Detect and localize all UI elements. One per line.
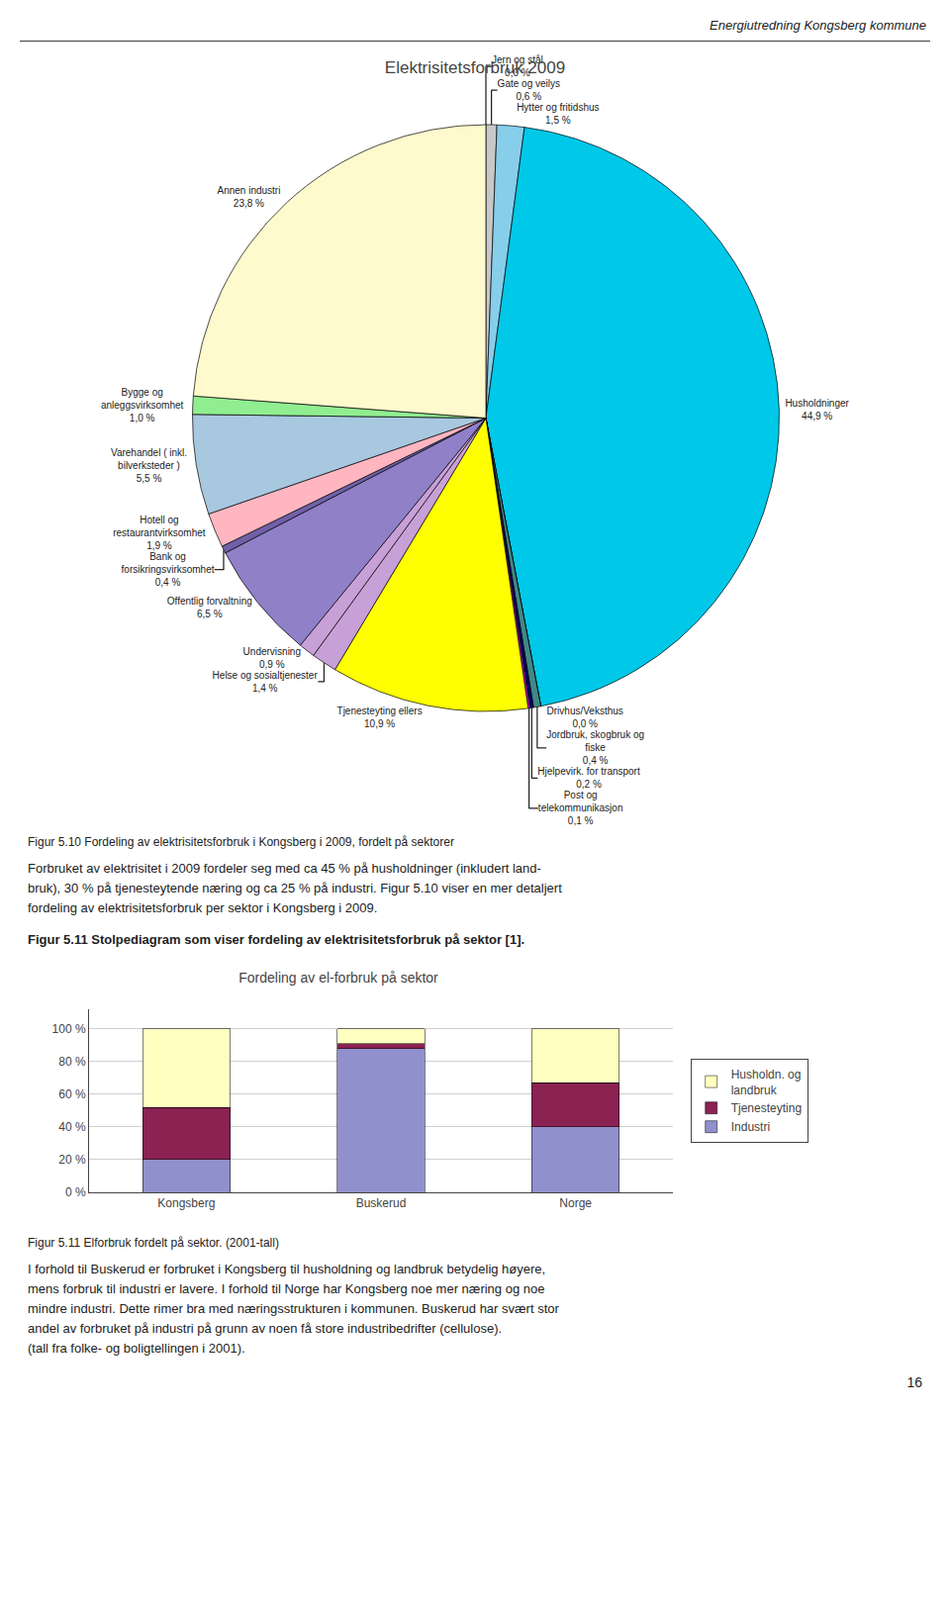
html-text:16: 16 — [906, 1374, 923, 1391]
svg-text:Jordbruk, skogbruk ogfiske0,4: Jordbruk, skogbruk ogfiske0,4 % — [546, 729, 645, 766]
html-text:Figur 5.11 Elforbruk fordelt p: Figur 5.11 Elforbruk fordelt på sektor. … — [27, 1235, 279, 1250]
svg-text:Gate og veilys0,6 %: Gate og veilys0,6 % — [497, 78, 561, 102]
svg-text:Norge: Norge — [559, 1196, 592, 1211]
svg-text:Buskerud: Buskerud — [356, 1196, 407, 1211]
svg-text:Bank ogforsikringsvirksomhet0,: Bank ogforsikringsvirksomhet0,4 % — [121, 551, 215, 588]
svg-text:Husholdninger44,9 %: Husholdninger44,9 % — [784, 397, 850, 422]
svg-text:Tjenesteyting: Tjenesteyting — [731, 1101, 802, 1116]
svg-text:Hytter og fritidshus1,5 %: Hytter og fritidshus1,5 % — [516, 101, 599, 126]
html-text:I forhold til Buskerud er forb: I forhold til Buskerud er forbruket i Ko… — [27, 1261, 559, 1356]
svg-text:80 %: 80 % — [58, 1054, 87, 1069]
svg-text:0 %: 0 % — [65, 1185, 87, 1200]
svg-text:20 %: 20 % — [58, 1152, 87, 1167]
svg-text:Bygge oganleggsvirksomhet1,0 %: Bygge oganleggsvirksomhet1,0 % — [100, 386, 185, 424]
svg-text:Varehandel ( inkl.bilverkstede: Varehandel ( inkl.bilverksteder )5,5 % — [110, 447, 188, 484]
svg-text:Offentlig forvaltning6,5 %: Offentlig forvaltning6,5 % — [167, 595, 253, 620]
svg-text:Jern og stål0,0 %: Jern og stål0,0 % — [491, 54, 544, 79]
svg-text:Tjenesteyting ellers10,9 %: Tjenesteyting ellers10,9 % — [337, 705, 423, 730]
svg-text:Undervisning0,9 %: Undervisning0,9 % — [243, 646, 301, 670]
svg-text:100 %: 100 % — [52, 1022, 87, 1037]
svg-text:Kongsberg: Kongsberg — [157, 1196, 215, 1211]
svg-text:40 %: 40 % — [58, 1120, 87, 1135]
svg-text:Industri: Industri — [731, 1120, 770, 1135]
html-text:Figur 5.11 Stolpediagram som v: Figur 5.11 Stolpediagram som viser forde… — [27, 932, 525, 948]
html-text:Forbruket av elektrisitet i 20: Forbruket av elektrisitet i 2009 fordele… — [27, 860, 562, 916]
svg-text:Helse og sosialtjenester1,4 %: Helse og sosialtjenester1,4 % — [212, 669, 319, 694]
svg-text:Hjelpevirk. for transport0,2 %: Hjelpevirk. for transport0,2 % — [537, 765, 641, 790]
svg-text:60 %: 60 % — [58, 1087, 87, 1102]
html-text:Figur 5.10 Fordeling av elektr: Figur 5.10 Fordeling av elektrisitetsfor… — [27, 835, 455, 850]
svg-text:Annen industri23,8 %: Annen industri23,8 % — [216, 185, 281, 209]
svg-text:Drivhus/Veksthus0,0 %: Drivhus/Veksthus0,0 % — [547, 705, 624, 730]
svg-text:Hotell ogrestaurantvirksomhet1: Hotell ogrestaurantvirksomhet1,9 % — [112, 514, 206, 552]
svg-text:Fordeling av el-forbruk på sek: Fordeling av el-forbruk på sektor — [238, 968, 439, 985]
svg-text:Elektrisitetsforbruk 2009: Elektrisitetsforbruk 2009 — [384, 58, 566, 78]
svg-text:Husholdn. oglandbruk: Husholdn. oglandbruk — [731, 1067, 802, 1098]
svg-text:Post ogtelekommunikasjon0,1 %: Post ogtelekommunikasjon0,1 % — [538, 789, 624, 827]
html-text:Energiutredning Kongsberg komm: Energiutredning Kongsberg kommune — [709, 17, 927, 33]
